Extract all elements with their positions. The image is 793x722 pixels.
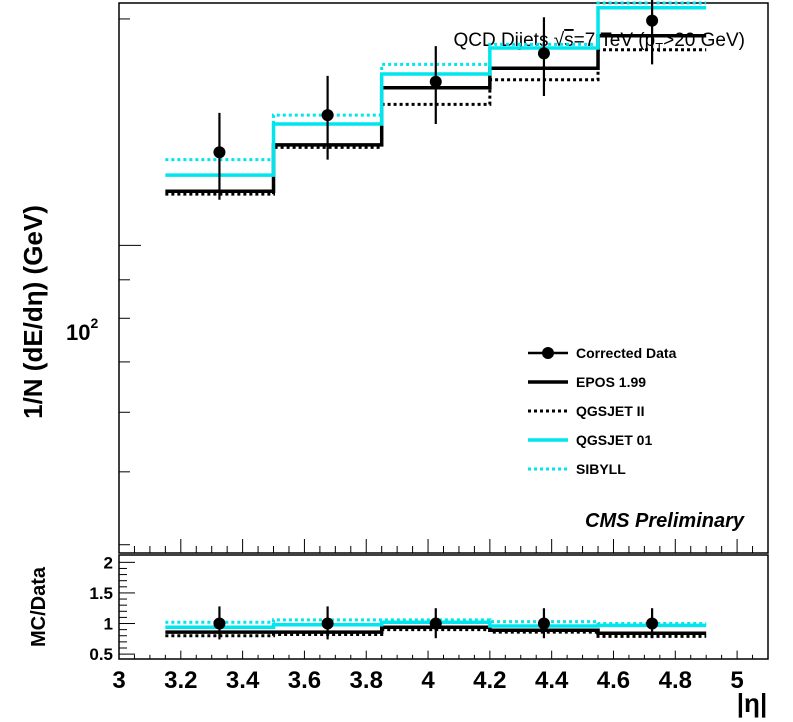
main-data-point <box>429 75 442 88</box>
y-tick-exponent: 2 <box>90 315 98 331</box>
ratio-y-tick-label: 2 <box>104 553 113 572</box>
legend-label-epos-1-99: EPOS 1.99 <box>576 374 646 390</box>
x-tick-label: 5 <box>730 667 743 694</box>
ratio-data-point <box>646 617 659 630</box>
ratio-y-tick-label: 0.5 <box>89 645 113 664</box>
title-subscript: T <box>655 40 663 55</box>
x-tick-label: 3.4 <box>226 667 260 694</box>
x-tick-label: 3.8 <box>350 667 383 694</box>
x-tick-label: 4.6 <box>597 667 630 694</box>
legend-label-qgsjet-ii: QGSJET II <box>576 403 644 419</box>
ratio-series-sibyll <box>165 618 707 626</box>
ratio-data-point <box>321 617 334 630</box>
x-tick-label: 4.2 <box>473 667 506 694</box>
ratio-y-tick-label: 1.5 <box>89 584 113 603</box>
main-axis-ticks <box>118 18 769 553</box>
ratio-plot-frame <box>118 554 769 660</box>
main-data-point <box>321 109 334 122</box>
legend-label-sibyll: SIBYLL <box>576 461 626 477</box>
chart-title: QCD Dijets √s=7 TeV (pT>20 GeV) <box>453 30 745 55</box>
x-tick-label: 3 <box>112 667 125 694</box>
cms-preliminary-label: CMS Preliminary <box>585 510 745 532</box>
main-y-axis-label: 1/N (dE/dη) (GeV) <box>18 205 48 419</box>
legend: Corrected Data EPOS 1.99 QGSJET II QGSJET 0… <box>528 345 677 477</box>
ratio-y-axis-label: MC/Data <box>28 566 50 647</box>
title-sqrt-symbol: √ <box>554 30 565 51</box>
legend-marker-point <box>542 347 554 359</box>
x-tick-label: 4 <box>421 667 435 694</box>
x-tick-label: 4.8 <box>659 667 692 694</box>
ratio-data-point <box>429 617 442 630</box>
main-plot-frame <box>118 2 769 554</box>
y-tick-base: 10 <box>66 320 90 345</box>
ratio-series-layer <box>165 606 707 640</box>
ratio-data-point <box>213 617 226 630</box>
ratio-y-tick-labels: 0.5 1 1.5 2 <box>89 553 113 664</box>
title-sqrt-arg: s <box>564 30 574 51</box>
ratio-axis-ticks <box>118 561 769 659</box>
x-tick-labels: 3 3.2 3.4 3.6 3.8 4 4.2 4.4 4.6 4.8 5 <box>112 667 743 694</box>
title-prefix: QCD Dijets <box>453 30 553 51</box>
main-data-point <box>646 14 659 27</box>
x-tick-label: 3.2 <box>164 667 197 694</box>
legend-label-corrected-data: Corrected Data <box>576 345 677 361</box>
x-tick-label: 4.4 <box>535 667 569 694</box>
y-tick-label-100: 102 <box>66 315 98 345</box>
x-axis-label: |η| <box>737 688 767 718</box>
title-cut: >20 GeV) <box>663 30 745 51</box>
main-data-point <box>213 146 226 159</box>
main-data-point <box>537 47 550 60</box>
legend-label-qgsjet-01: QGSJET 01 <box>576 432 652 448</box>
ratio-y-tick-label: 1 <box>104 615 113 634</box>
main-series-layer <box>165 0 707 200</box>
ratio-data-point <box>537 617 550 630</box>
x-tick-label: 3.6 <box>288 667 321 694</box>
